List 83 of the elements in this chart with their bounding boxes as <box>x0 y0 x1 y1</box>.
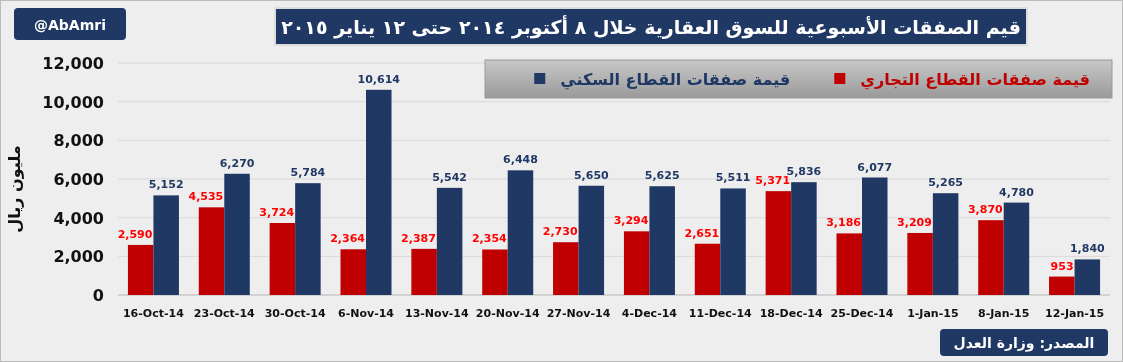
data-label: 2,354 <box>471 232 508 246</box>
bar <box>153 195 179 295</box>
y-tick-label: 8,000 <box>53 131 104 151</box>
legend-label: قيمة صفقات القطاع السكني <box>560 70 791 90</box>
data-label: 3,294 <box>613 214 649 228</box>
y-tick-label: 12,000 <box>42 54 104 73</box>
data-label: 5,371 <box>755 174 791 188</box>
x-tick-label: 18-Dec-14 <box>759 307 823 320</box>
bar <box>862 177 888 295</box>
bar <box>836 233 862 295</box>
data-label: 4,535 <box>188 190 224 204</box>
data-label: 5,784 <box>290 166 326 180</box>
x-tick-label: 6-Nov-14 <box>337 307 395 320</box>
data-label: 1,840 <box>1069 242 1106 256</box>
annotation: @AbAmri <box>14 8 126 40</box>
data-label: 3,724 <box>259 206 295 219</box>
y-tick-label: 10,000 <box>42 92 104 112</box>
x-tick-label: 27-Nov-14 <box>546 307 611 320</box>
annotation: المصدر: وزارة العدل <box>940 329 1108 356</box>
bar <box>978 220 1004 295</box>
bar <box>932 193 959 295</box>
x-tick-label: 16-Oct-14 <box>122 307 185 320</box>
bar <box>623 231 650 295</box>
y-tick-label: 2,000 <box>53 247 104 267</box>
bar <box>198 207 225 295</box>
bar <box>269 223 296 295</box>
y-axis-title: مليون ريال <box>5 145 24 233</box>
data-label: 5,265 <box>928 176 964 190</box>
x-tick-label: 11-Dec-14 <box>688 307 753 320</box>
data-label: 2,651 <box>684 226 720 240</box>
bar <box>411 248 437 295</box>
data-label: 4,780 <box>999 185 1035 199</box>
x-tick-label: 4-Dec-14 <box>621 307 678 320</box>
y-tick-label: 6,000 <box>53 170 104 189</box>
data-label: 5,625 <box>644 169 680 183</box>
data-label: 6,077 <box>857 160 893 174</box>
bar <box>907 232 933 295</box>
bar <box>366 89 392 295</box>
data-label: 953 <box>1050 259 1074 273</box>
x-tick-label: 25-Dec-14 <box>830 307 894 320</box>
data-label: 6,270 <box>219 156 255 170</box>
bar <box>340 249 366 295</box>
title: قيم الصفقات الأسبوعية للسوق العقارية خلال ٨ أكتوبر ٢٠١٤ حتى ١٢ يناير ٢٠١٥ <box>274 7 1028 46</box>
y-tick-label: 0 <box>92 286 104 305</box>
x-tick-label: 23-Oct-14 <box>193 307 256 320</box>
chart-title: قيم الصفقات الأسبوعية للسوق العقارية خلال ٨ أكتوبر ٢٠١٤ حتى ١٢ يناير ٢٠١٥ <box>281 15 1021 39</box>
bar <box>1074 259 1101 295</box>
data-label: 5,650 <box>573 168 610 182</box>
bar <box>720 188 746 295</box>
data-label: 2,590 <box>117 227 153 241</box>
x-tick-label: 8-Jan-15 <box>977 307 1030 320</box>
x-tick-label: 1-Jan-15 <box>907 307 959 320</box>
data-label: 3,186 <box>826 216 862 230</box>
bar <box>127 244 154 295</box>
data-label: 10,614 <box>357 72 401 86</box>
bar <box>482 249 508 295</box>
data-label: 5,152 <box>148 178 184 192</box>
bar <box>436 187 463 295</box>
bar <box>295 183 321 295</box>
bar <box>553 242 579 295</box>
data-label: 2,364 <box>330 232 366 246</box>
data-label: 6,448 <box>503 153 538 167</box>
legend-label: قيمة صفقات القطاع التجاري <box>860 70 1090 90</box>
bar <box>694 243 721 295</box>
data-label: 3,870 <box>967 203 1004 217</box>
data-label: 2,387 <box>401 231 436 245</box>
data-label: 3,209 <box>897 215 932 229</box>
bar <box>507 170 534 295</box>
bar <box>1003 202 1030 295</box>
y-tick-label: 4,000 <box>53 208 104 228</box>
data-label: 5,511 <box>715 171 751 185</box>
data-label: 2,730 <box>542 225 578 239</box>
bar <box>791 182 817 295</box>
x-tick-label: 20-Nov-14 <box>475 307 540 320</box>
bar <box>578 185 605 295</box>
x-tick-label: 13-Nov-14 <box>405 307 470 320</box>
data-label: 5,542 <box>432 170 468 184</box>
x-tick-label: 30-Oct-14 <box>264 307 326 320</box>
bar <box>765 191 792 295</box>
bar <box>649 186 675 295</box>
x-tick-label: 12-Jan-15 <box>1045 307 1105 320</box>
bar <box>1049 276 1075 295</box>
bar <box>224 173 250 295</box>
